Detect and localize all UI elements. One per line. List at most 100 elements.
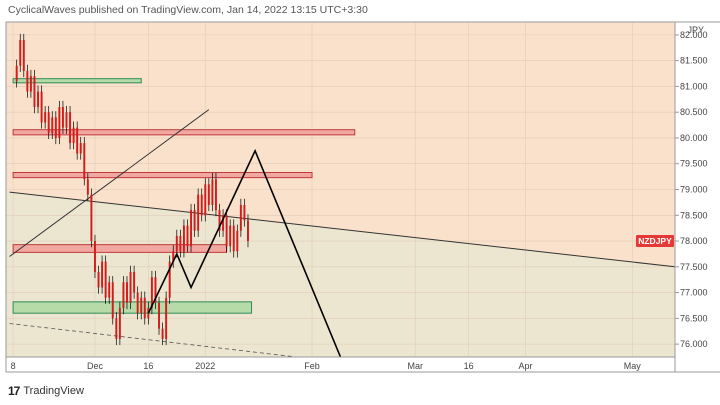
candle-body: [37, 91, 40, 108]
candle-body: [101, 261, 104, 288]
candle-body: [200, 194, 203, 216]
candle-body: [154, 277, 157, 303]
candle-body: [122, 282, 125, 309]
candle-body: [243, 204, 246, 221]
candle-body: [222, 215, 225, 231]
y-tick-label: 78.000: [680, 236, 708, 246]
candle-body: [26, 70, 29, 92]
y-tick-label: 79.500: [680, 159, 708, 169]
candle-body: [83, 143, 86, 180]
tradingview-brand-text: TradingView: [23, 385, 84, 397]
candle-body: [118, 308, 121, 339]
candle-body: [232, 225, 235, 252]
y-axis[interactable]: 82.000 81.500 81.000 80.500 80.000 79.500 79.0…: [675, 30, 708, 349]
candle-body: [108, 282, 111, 298]
x-tick-label: Mar: [407, 361, 423, 371]
zones: [12, 78, 356, 314]
candle-body: [172, 251, 175, 262]
y-tick-label: 80.000: [680, 133, 708, 143]
x-tick-label: 8: [11, 361, 16, 371]
grid: [6, 22, 675, 357]
candle-body: [179, 235, 182, 252]
candle-body: [165, 297, 168, 339]
support-zone: [12, 78, 142, 84]
x-tick-label: Feb: [304, 361, 320, 371]
candle-body: [72, 127, 75, 144]
candle-body: [175, 235, 178, 252]
candle-body: [33, 76, 36, 108]
candle-body: [193, 210, 196, 231]
candle-body: [143, 297, 146, 319]
candle-body: [218, 210, 221, 231]
candle-body: [236, 230, 239, 252]
candle-body: [61, 107, 64, 128]
background-lower-triangle: [6, 191, 675, 357]
candle-body: [40, 91, 43, 123]
candle-body: [79, 143, 82, 154]
y-tick-label: 80.500: [680, 107, 708, 117]
candle-body: [182, 225, 185, 252]
price-tag-label: NZDJPY: [638, 236, 672, 246]
candle-body: [65, 112, 68, 128]
trendlines: [9, 109, 675, 357]
y-tick-label: 78.500: [680, 210, 708, 220]
currency-label: JPY: [687, 25, 704, 35]
candle-body: [204, 184, 207, 216]
candle-body: [140, 297, 143, 314]
candle-body: [150, 277, 153, 309]
candle-body: [76, 127, 79, 154]
y-tick-label: 81.500: [680, 56, 708, 66]
candle-body: [239, 204, 242, 231]
y-tick-label: 76.500: [680, 313, 708, 323]
candle-body: [115, 318, 118, 339]
candle-body: [133, 271, 136, 293]
x-tick-label: 16: [464, 361, 474, 371]
resistance-zone: [12, 244, 228, 253]
x-tick-label: May: [624, 361, 642, 371]
tradingview-branding[interactable]: 17 TradingView: [8, 384, 84, 398]
candle-body: [186, 225, 189, 247]
x-tick-label: Apr: [519, 361, 533, 371]
candle-body: [126, 282, 128, 303]
candle-body: [51, 117, 54, 133]
candle-body: [229, 225, 232, 247]
y-tick-label: 77.000: [680, 288, 708, 298]
candle-body: [15, 65, 18, 82]
resistance-zone: [12, 129, 356, 136]
y-tick-label: 77.500: [680, 262, 708, 272]
price-tag-box: [636, 235, 674, 248]
candle-body: [225, 215, 228, 247]
x-tick-label: 16: [143, 361, 153, 371]
trendline: [9, 109, 210, 257]
candle-body: [54, 117, 57, 138]
candle-body: [93, 241, 96, 272]
plot-area: [9, 33, 675, 357]
projection: [147, 148, 342, 357]
candle-body: [190, 210, 193, 247]
candle-body: [19, 40, 22, 66]
candle-body: [44, 112, 47, 123]
candle-body: [86, 179, 89, 195]
projection-path: [147, 148, 342, 357]
candle-body: [247, 220, 249, 242]
x-axis[interactable]: 8 Dec 16 2022 Feb Mar 16 Apr May: [11, 361, 642, 371]
candle-body: [69, 112, 72, 144]
candle-body: [211, 179, 214, 205]
candle-body: [90, 194, 93, 242]
y-tick-label: 79.000: [680, 185, 708, 195]
candle-body: [111, 282, 114, 319]
y-tick-label: 81.000: [680, 81, 708, 91]
candle-body: [129, 271, 132, 303]
price-tag: NZDJPY: [636, 235, 674, 248]
candle-body: [22, 40, 25, 71]
x-tick-label: 2022: [195, 361, 215, 371]
candle-body: [161, 328, 164, 339]
x-tick-label: Dec: [87, 361, 104, 371]
resistance-zone: [12, 171, 313, 179]
candle-body: [214, 179, 217, 211]
y-tick-label: 76.000: [680, 339, 708, 349]
tradingview-logo-icon: 17: [8, 384, 20, 398]
candle-body: [197, 194, 200, 231]
candle-body: [104, 261, 107, 298]
